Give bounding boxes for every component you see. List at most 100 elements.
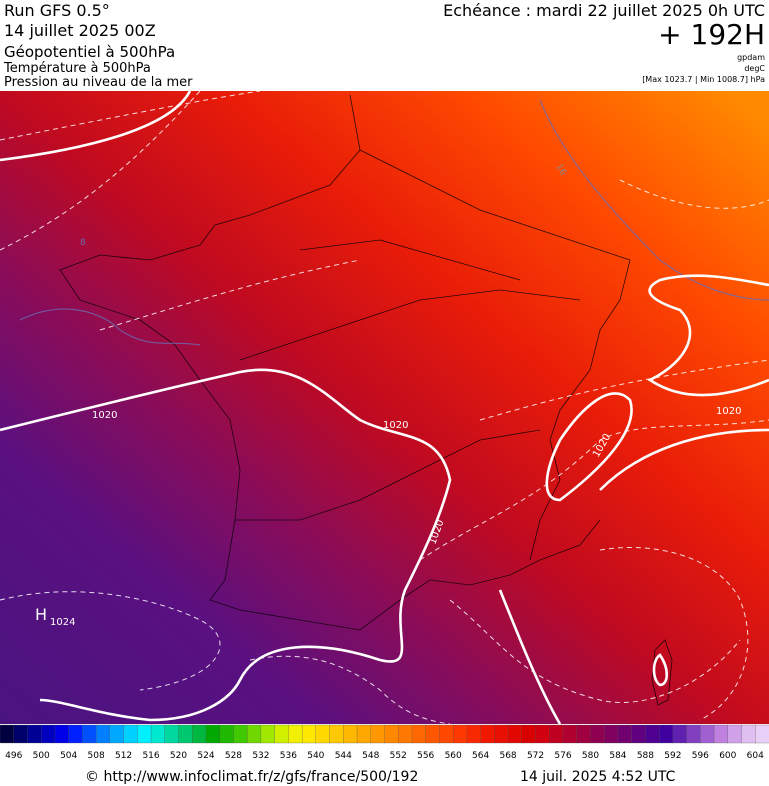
colorbar-label: 604 — [747, 751, 764, 761]
run-date: 14 juillet 2025 00Z — [4, 21, 156, 40]
colorbar-label: 600 — [719, 751, 736, 761]
island — [651, 639, 673, 706]
isobar — [652, 653, 669, 687]
temperature-line — [249, 655, 451, 724]
colorbar-cell — [535, 724, 550, 744]
high-pressure-marker: H — [35, 605, 47, 624]
colorbar-label: 500 — [33, 751, 50, 761]
colorbar-cell — [755, 724, 769, 744]
colorbar-cell — [727, 724, 742, 744]
colorbar-cell — [617, 724, 633, 744]
colorbar-cell — [329, 724, 344, 744]
border — [235, 239, 581, 521]
colorbar-cell — [343, 724, 358, 744]
isotherm — [539, 99, 769, 301]
pressure-range: [Max 1023.7 | Min 1008.7] hPa — [642, 75, 765, 84]
colorbar-cell — [411, 724, 427, 744]
colorbar-cell — [315, 724, 331, 744]
isobar — [0, 368, 452, 722]
colorbar-cell — [192, 724, 207, 744]
colorbar-label: 516 — [142, 751, 159, 761]
colorbar: 496 500 504 508 512 516 520 524 528 532 536 540 544 5… — [0, 724, 769, 761]
timestamp: 14 juil. 2025 4:52 UTC — [520, 769, 676, 785]
colorbar-cell — [658, 724, 674, 744]
isobar-label: 1020 — [716, 406, 741, 417]
map-field — [0, 91, 769, 724]
temperature-line — [99, 259, 361, 331]
colorbar-cell — [178, 724, 193, 744]
unit-label: degC — [744, 64, 765, 73]
source-url: © http://www.infoclimat.fr/z/gfs/france/… — [85, 769, 418, 785]
colorbar-cell — [576, 724, 591, 744]
colorbar-cell — [494, 724, 509, 744]
colorbar-cell — [700, 724, 715, 744]
colorbar-label: 540 — [307, 751, 324, 761]
colorbar-cell — [137, 724, 152, 744]
colorbar-label: 532 — [252, 751, 269, 761]
colorbar-cell — [0, 724, 15, 744]
isobar — [0, 91, 192, 162]
colorbar-cell — [82, 724, 97, 744]
isobar — [498, 589, 562, 724]
colorbar-cell — [466, 724, 482, 744]
colorbar-cell — [631, 724, 646, 744]
colorbar-cell — [233, 724, 248, 744]
colorbar-cell — [13, 724, 28, 744]
isobar — [599, 428, 769, 491]
isobar — [647, 274, 769, 397]
colorbar-cell — [205, 724, 221, 744]
colorbar-cell — [645, 724, 660, 744]
colorbar-cell — [274, 724, 289, 744]
colorbar-label: 596 — [692, 751, 709, 761]
colorbar-label: 524 — [197, 751, 214, 761]
colorbar-cell — [590, 724, 605, 744]
colorbar-label: 560 — [445, 751, 462, 761]
colorbar-cell — [686, 724, 701, 744]
colorbar-label: 496 — [5, 751, 22, 761]
colorbar-cell — [453, 724, 468, 744]
colorbar-cell — [370, 724, 385, 744]
colorbar-cell — [384, 724, 399, 744]
colorbar-label: 520 — [170, 751, 187, 761]
colorbar-label: 528 — [225, 751, 242, 761]
colorbar-cell — [672, 724, 688, 744]
colorbar-label: 548 — [362, 751, 379, 761]
colorbar-cell — [95, 724, 111, 744]
run-label: Run GFS 0.5° — [4, 1, 110, 20]
colorbar-cell — [54, 724, 70, 744]
colorbar-cell — [301, 724, 317, 744]
colorbar-cell — [68, 724, 83, 744]
colorbar-cell — [439, 724, 454, 744]
isotherm-label: 8 — [80, 238, 86, 248]
colorbar-cell — [521, 724, 537, 744]
isobar-label: 1020 — [92, 410, 117, 421]
colorbar-cell — [150, 724, 166, 744]
field-title: Géopotentiel à 500hPa — [4, 43, 175, 61]
colorbar-cell — [549, 724, 564, 744]
forecast-time: Echéance : mardi 22 juillet 2025 0h UTC — [443, 1, 765, 20]
colorbar-cell — [260, 724, 276, 744]
border — [359, 149, 631, 561]
colorbar-label: 580 — [582, 751, 599, 761]
temperature-line — [0, 91, 201, 251]
colorbar-cell — [27, 724, 42, 744]
colorbar-label: 572 — [527, 751, 544, 761]
field-subtitle: Température à 500hPa — [3, 61, 151, 76]
lead-time: + 192H — [658, 18, 765, 51]
unit-label: gpdam — [737, 53, 765, 62]
colorbar-label: 512 — [115, 751, 132, 761]
isobar-label: 1020 — [383, 420, 408, 431]
colorbar-cell — [288, 724, 303, 744]
isobar — [545, 392, 633, 502]
colorbar-label: 576 — [554, 751, 571, 761]
colorbar-cell — [425, 724, 440, 744]
colorbar-label: 536 — [280, 751, 297, 761]
colorbar-cell — [604, 724, 619, 744]
colorbar-label: 556 — [417, 751, 434, 761]
field-subtitle: Pression au niveau de la mer — [4, 75, 193, 90]
coastline — [59, 94, 601, 631]
colorbar-cell — [164, 724, 179, 744]
colorbar-cell — [480, 724, 495, 744]
temperature-line — [0, 91, 261, 141]
